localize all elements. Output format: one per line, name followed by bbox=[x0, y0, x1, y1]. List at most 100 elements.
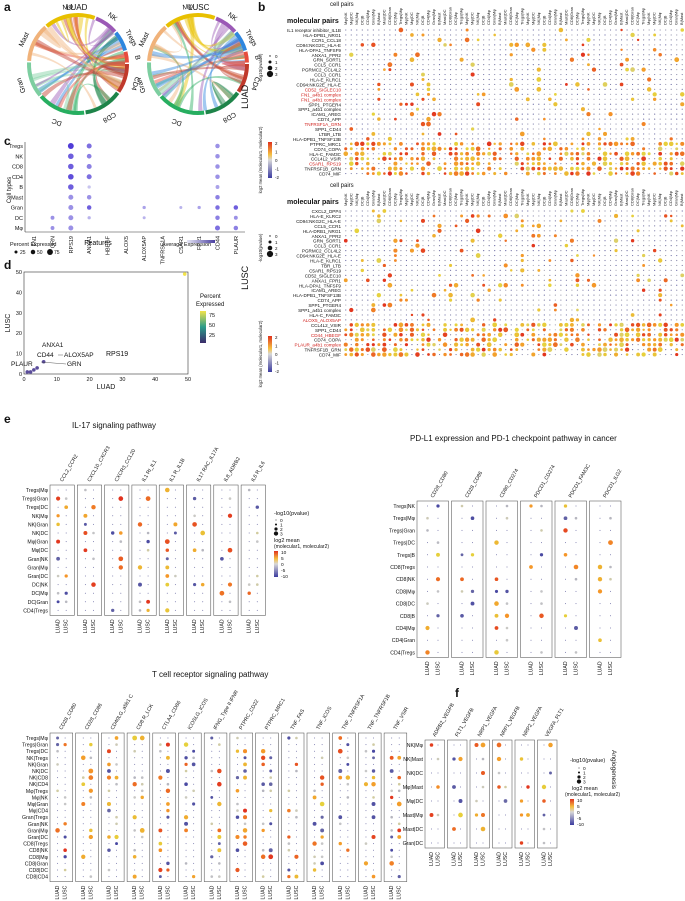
e-dot bbox=[165, 788, 171, 793]
b-dot bbox=[349, 142, 353, 146]
b-dot bbox=[483, 88, 485, 90]
e-dot bbox=[112, 575, 114, 577]
chord-label: Mφ bbox=[182, 3, 194, 12]
b-dot bbox=[394, 143, 397, 145]
b-dot bbox=[443, 43, 447, 47]
b-dot bbox=[367, 269, 369, 271]
b-dot bbox=[654, 269, 656, 271]
b-dot bbox=[514, 42, 519, 48]
b-dot bbox=[367, 304, 369, 306]
e-row-label: Tregs|B bbox=[397, 553, 415, 559]
b-dot bbox=[615, 34, 617, 36]
e-dot bbox=[210, 736, 214, 740]
e-dot bbox=[211, 816, 213, 818]
b-dot bbox=[553, 172, 557, 175]
b-dot bbox=[444, 83, 446, 86]
b-dot bbox=[438, 264, 441, 267]
e-row-label: NK|Gran bbox=[28, 522, 48, 528]
b-dot bbox=[345, 59, 347, 61]
b-dot bbox=[453, 342, 459, 347]
b-row-label: PLAUR_a4b1 complex bbox=[295, 343, 342, 348]
b-dot bbox=[400, 64, 402, 66]
e-dot bbox=[183, 815, 189, 820]
b-dot bbox=[405, 162, 408, 165]
b-dot bbox=[405, 108, 408, 110]
b-dot bbox=[593, 274, 595, 276]
b-dot bbox=[630, 136, 635, 141]
b-dot bbox=[593, 304, 595, 306]
b-dot bbox=[371, 166, 376, 171]
b-dot bbox=[527, 299, 529, 301]
c-dot bbox=[179, 205, 183, 210]
b-dot bbox=[680, 273, 685, 278]
b-dot bbox=[498, 157, 502, 161]
e-dot bbox=[426, 602, 429, 605]
b-dot bbox=[571, 34, 573, 36]
b-dot bbox=[387, 273, 393, 278]
b-dot bbox=[383, 49, 385, 51]
b-dot bbox=[520, 253, 524, 258]
b-dot bbox=[521, 235, 523, 237]
e-row-label: CD4|Mφ bbox=[396, 626, 416, 632]
b-dot bbox=[427, 264, 430, 267]
b-dot bbox=[433, 133, 435, 135]
chord-ribbon bbox=[186, 17, 244, 54]
b-dot bbox=[615, 64, 617, 66]
b-dot bbox=[643, 309, 645, 311]
e-dot bbox=[82, 816, 84, 818]
b-dot bbox=[659, 113, 661, 115]
b-dot bbox=[576, 353, 579, 356]
b-dot bbox=[477, 133, 479, 135]
e-dot bbox=[120, 609, 122, 611]
b-dot bbox=[643, 34, 645, 36]
b-dot bbox=[604, 168, 606, 170]
b-dot bbox=[604, 339, 606, 341]
b-dot bbox=[350, 34, 352, 36]
b-dot bbox=[665, 88, 667, 90]
e-dot bbox=[221, 566, 223, 568]
b-dot bbox=[488, 103, 490, 105]
b-dot bbox=[565, 250, 568, 252]
b-dot bbox=[669, 152, 673, 156]
e-dot bbox=[139, 541, 141, 543]
b-dot bbox=[681, 49, 683, 51]
b-dot bbox=[537, 323, 541, 327]
b-dot bbox=[581, 347, 585, 352]
b-dot bbox=[620, 215, 623, 217]
chord-label: NK bbox=[106, 12, 118, 24]
b-dot bbox=[354, 151, 359, 156]
d-xtick: 20 bbox=[87, 377, 93, 383]
e-dot bbox=[248, 566, 250, 568]
b-dot bbox=[371, 141, 376, 147]
b-dot bbox=[631, 133, 634, 135]
b-dot bbox=[654, 215, 656, 217]
b-dot bbox=[438, 73, 441, 76]
b-dot bbox=[615, 289, 617, 291]
b-dot bbox=[558, 27, 564, 33]
b-dot bbox=[681, 235, 683, 237]
b-dot bbox=[416, 64, 419, 66]
b-dot bbox=[433, 69, 435, 71]
c-dot bbox=[67, 143, 74, 149]
e-dot bbox=[141, 876, 143, 878]
b-dot bbox=[604, 314, 606, 316]
b-dot bbox=[582, 220, 584, 222]
e-dot bbox=[563, 614, 568, 618]
b-dot bbox=[615, 39, 617, 41]
b-dot bbox=[609, 284, 612, 286]
b-dot bbox=[582, 93, 584, 95]
b-dot bbox=[643, 274, 645, 276]
b-dot bbox=[361, 235, 363, 237]
b-dot bbox=[361, 54, 363, 56]
b-dot bbox=[542, 342, 547, 347]
e-dot bbox=[108, 876, 110, 878]
b-dot bbox=[499, 54, 501, 56]
b-col-label: CD8|Gran bbox=[448, 7, 453, 25]
b-dot bbox=[449, 39, 452, 41]
b-dot bbox=[360, 268, 364, 273]
b-dot bbox=[643, 230, 645, 232]
b-dot bbox=[665, 245, 667, 247]
b-dot bbox=[554, 294, 556, 296]
b-dot bbox=[361, 73, 363, 76]
e-group-box bbox=[75, 732, 99, 882]
